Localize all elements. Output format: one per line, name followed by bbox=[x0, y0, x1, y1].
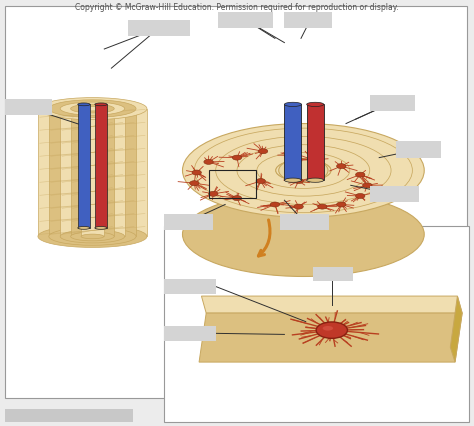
Bar bbox=[128, 20, 190, 36]
Ellipse shape bbox=[356, 193, 365, 199]
Polygon shape bbox=[199, 313, 462, 362]
Bar bbox=[396, 141, 441, 158]
Ellipse shape bbox=[95, 103, 107, 106]
Bar bbox=[164, 214, 213, 230]
Ellipse shape bbox=[49, 227, 136, 245]
Bar bbox=[49, 109, 136, 236]
Bar bbox=[209, 170, 256, 198]
Text: Copyright © McGraw-Hill Education. Permission required for reproduction or displ: Copyright © McGraw-Hill Education. Permi… bbox=[75, 3, 399, 12]
Ellipse shape bbox=[316, 322, 347, 338]
Bar bbox=[5, 99, 52, 115]
Ellipse shape bbox=[307, 102, 324, 106]
Ellipse shape bbox=[318, 204, 327, 209]
Ellipse shape bbox=[279, 158, 328, 182]
Bar bbox=[164, 326, 216, 341]
Bar bbox=[81, 109, 104, 236]
Ellipse shape bbox=[38, 225, 147, 248]
Ellipse shape bbox=[256, 178, 265, 184]
Bar bbox=[313, 267, 353, 281]
Ellipse shape bbox=[192, 170, 201, 175]
Ellipse shape bbox=[363, 183, 372, 188]
Ellipse shape bbox=[294, 204, 303, 209]
Ellipse shape bbox=[60, 102, 125, 115]
Ellipse shape bbox=[71, 232, 114, 241]
Bar bbox=[218, 12, 273, 28]
Bar bbox=[5, 409, 133, 422]
Ellipse shape bbox=[204, 159, 213, 164]
Bar bbox=[38, 109, 147, 236]
Ellipse shape bbox=[78, 227, 90, 229]
Ellipse shape bbox=[337, 202, 346, 207]
Polygon shape bbox=[450, 296, 462, 362]
Bar bbox=[307, 104, 324, 180]
Bar bbox=[60, 109, 125, 236]
Ellipse shape bbox=[232, 196, 242, 201]
Ellipse shape bbox=[284, 178, 301, 182]
Ellipse shape bbox=[284, 153, 294, 158]
Ellipse shape bbox=[182, 192, 424, 276]
Ellipse shape bbox=[38, 98, 147, 120]
Ellipse shape bbox=[78, 103, 90, 106]
Bar bbox=[284, 12, 332, 28]
Ellipse shape bbox=[323, 326, 333, 331]
Bar bbox=[370, 186, 419, 202]
Ellipse shape bbox=[95, 227, 107, 229]
Ellipse shape bbox=[60, 230, 125, 243]
Ellipse shape bbox=[81, 106, 104, 111]
Bar bbox=[284, 104, 301, 180]
Ellipse shape bbox=[81, 234, 104, 239]
Ellipse shape bbox=[307, 178, 324, 182]
Bar bbox=[95, 104, 107, 228]
Ellipse shape bbox=[190, 181, 199, 186]
Ellipse shape bbox=[294, 178, 303, 184]
Ellipse shape bbox=[284, 102, 301, 106]
Bar bbox=[370, 95, 415, 111]
Polygon shape bbox=[201, 296, 462, 313]
Ellipse shape bbox=[71, 104, 114, 113]
Ellipse shape bbox=[232, 155, 242, 160]
Bar bbox=[164, 226, 469, 422]
Bar bbox=[280, 214, 329, 230]
Bar bbox=[164, 279, 216, 294]
Ellipse shape bbox=[270, 202, 280, 207]
Ellipse shape bbox=[49, 100, 136, 118]
Ellipse shape bbox=[337, 164, 346, 169]
Ellipse shape bbox=[356, 172, 365, 177]
Ellipse shape bbox=[182, 124, 424, 217]
Bar bbox=[71, 109, 114, 236]
Ellipse shape bbox=[258, 149, 268, 154]
Ellipse shape bbox=[308, 157, 318, 162]
Ellipse shape bbox=[209, 191, 218, 196]
Bar bbox=[78, 104, 90, 228]
